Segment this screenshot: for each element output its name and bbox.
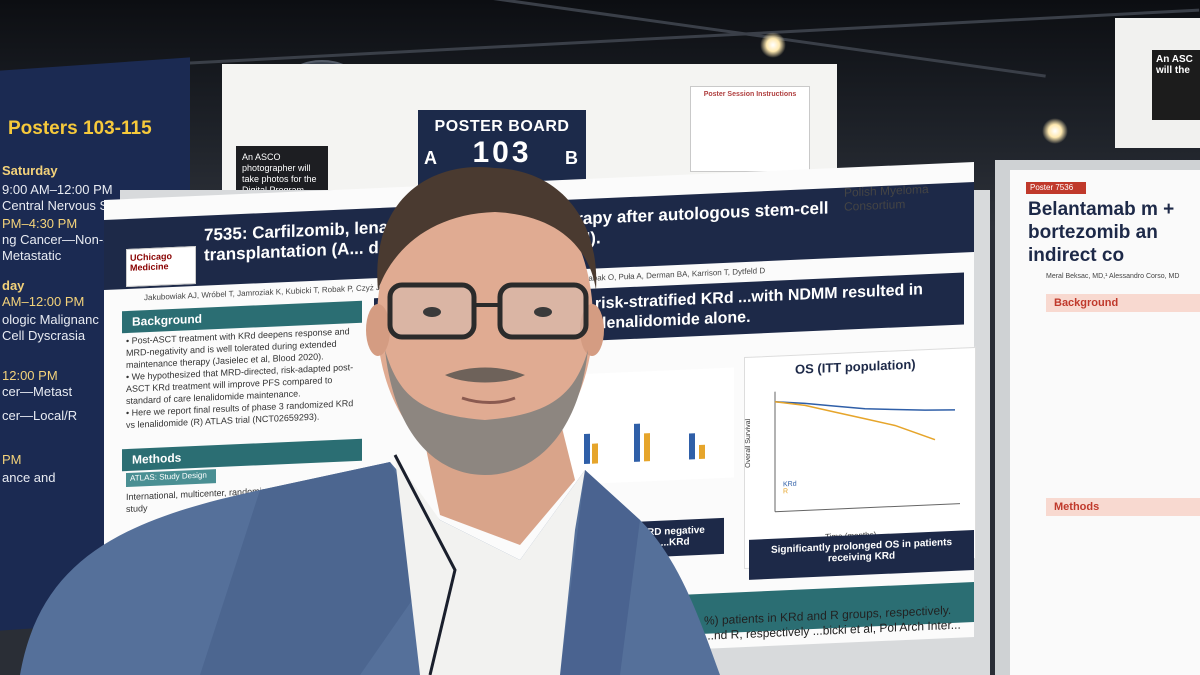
ceiling-light — [1042, 118, 1068, 144]
adjacent-poster — [1010, 170, 1200, 675]
adjacent-background-heading: Background — [1046, 294, 1200, 312]
photographer-notice: An ASCO photographer will take photos fo… — [236, 146, 328, 198]
beard — [385, 350, 588, 475]
adjacent-methods-heading: Methods — [1046, 498, 1200, 516]
blazer-lapel-right — [560, 470, 640, 675]
lanyard — [393, 454, 457, 675]
poster-label: Poster 7536 — [1026, 182, 1086, 194]
face — [377, 170, 593, 470]
side-b-label: B — [565, 148, 578, 168]
mustache — [445, 367, 525, 383]
sign-line: day — [2, 278, 25, 293]
research-poster: 7535: Carfilzomib, lenalidomide ... tena… — [104, 162, 976, 675]
instructions-title: Poster Session Instructions — [703, 91, 797, 98]
sign-line: Cell Dyscrasia — [2, 328, 86, 343]
poster-board-label: POSTER BOARD — [434, 118, 570, 135]
x-axis — [775, 503, 960, 513]
krd-curve — [774, 400, 956, 411]
sign-line: cer—Metast — [2, 384, 73, 399]
side-a-label: A — [424, 148, 437, 168]
sign-line: ng Cancer—Non-Small — [2, 232, 136, 247]
sign-line: Metastatic — [2, 248, 62, 263]
ear-left — [366, 304, 390, 356]
poster-board-number: 103 — [472, 136, 532, 169]
blazer-lapel-left — [200, 462, 440, 675]
ceiling-light — [760, 32, 786, 58]
eye-left — [423, 307, 441, 317]
adjacent-poster-authors: Meral Beksac, MD,¹ Alessandro Corso, MD — [1046, 273, 1180, 280]
sign-line: ance and — [2, 470, 56, 485]
mouth — [461, 396, 516, 404]
sign-line: PM — [2, 452, 22, 467]
adjacent-poster-title: Belantamab m + bortezomib an indirect co — [1028, 199, 1175, 266]
sign-line: PM–4:30 PM — [2, 216, 78, 231]
eye-right — [534, 307, 552, 317]
hair — [377, 167, 597, 290]
sign-line: ologic Malignanc — [2, 312, 99, 327]
r-curve — [774, 400, 936, 441]
sign-line: 12:00 PM — [2, 368, 58, 383]
os-km-plot — [774, 391, 960, 513]
session-instructions: Poster Session Instructions — [690, 86, 810, 172]
sign-line: cer—Local/R — [2, 408, 78, 423]
sign-day: Saturday — [2, 163, 58, 178]
sign-line: 9:00 AM–12:00 PM — [2, 182, 113, 197]
sign-title: Posters 103-115 — [8, 118, 152, 139]
os-chart-panel: OS (ITT population) Overall Survival Tim… — [744, 346, 976, 570]
right-sign-notice: An ASC will the — [1152, 50, 1200, 120]
sign-line: AM–12:00 PM — [2, 294, 85, 309]
